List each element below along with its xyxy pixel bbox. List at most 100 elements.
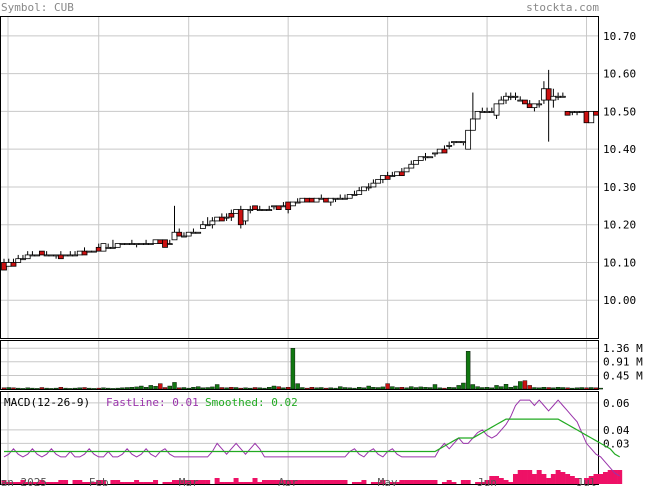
candle-body <box>351 194 358 196</box>
volume-bar <box>276 386 281 390</box>
candle-body <box>81 250 88 256</box>
macd-hist-bar <box>399 480 405 484</box>
volume-bar <box>418 386 423 390</box>
macd-hist-bar <box>494 476 500 484</box>
candle-body <box>105 246 112 249</box>
volume-bar <box>442 387 447 390</box>
volume-bar <box>285 387 291 390</box>
candle-body <box>574 111 580 113</box>
volume-bar <box>49 388 54 390</box>
volume-bar <box>238 387 244 390</box>
macd-hist-bar <box>598 474 604 484</box>
macd-hist-bar <box>375 482 381 484</box>
candle-body <box>512 95 519 98</box>
candle-body <box>86 250 93 253</box>
volume-bar <box>181 387 187 390</box>
macd-hist-bar <box>10 482 16 484</box>
volume-bar <box>423 387 428 390</box>
macd-hist-bar <box>446 480 452 484</box>
volume-bar <box>233 387 239 390</box>
x-axis-label: Apr <box>278 476 298 486</box>
macd-hist-bar <box>261 480 267 484</box>
macd-hist-bar <box>257 482 263 484</box>
candle-body <box>441 148 448 154</box>
macd-hist-bar <box>129 482 135 484</box>
volume-bar <box>541 387 547 390</box>
x-axis-label: Jun <box>477 476 497 486</box>
volume-bar <box>522 380 528 390</box>
macd-hist-bar <box>441 482 447 484</box>
volume-bar <box>139 385 144 390</box>
x-axis-label: Jul <box>577 476 597 486</box>
volume-bar <box>39 387 45 390</box>
macd-hist-bar <box>555 470 561 484</box>
volume-bar <box>584 387 589 390</box>
candle-body <box>375 178 382 184</box>
volume-bar <box>143 387 149 390</box>
volume-bar <box>281 387 286 390</box>
volume-bar <box>77 387 82 390</box>
candle-body <box>541 88 547 101</box>
volume-bar <box>243 387 248 390</box>
macd-hist-bar <box>243 482 249 484</box>
macd-hist-bar <box>186 480 192 484</box>
candle-body <box>342 197 348 200</box>
volume-bar <box>494 385 499 390</box>
candle-body <box>346 194 353 199</box>
candle-body <box>114 243 121 248</box>
macd-hist-bar <box>134 480 140 484</box>
volume-bar <box>598 387 603 390</box>
macd-hist-bar <box>96 480 102 484</box>
candle-body <box>110 246 116 249</box>
macd-hist-bar <box>574 478 580 484</box>
macd-hist-bar <box>612 470 618 484</box>
volume-bar <box>252 387 258 390</box>
volume-bar <box>446 387 452 390</box>
volume-bar <box>295 383 300 390</box>
candle-body <box>555 95 562 98</box>
candle-body <box>308 197 315 203</box>
macd-grid <box>1 392 598 484</box>
volume-bar <box>328 387 333 390</box>
volume-bar <box>63 387 68 390</box>
candle-body <box>228 212 235 218</box>
candle-body <box>185 231 192 237</box>
volume-bar <box>224 387 229 390</box>
volume-bar <box>323 387 329 390</box>
price-panel: 10.70 10.60 10.50 10.40 10.30 10.20 10.10 10.00 <box>0 16 636 339</box>
volume-bar <box>11 387 16 390</box>
volume-bar <box>210 386 215 390</box>
volume-bar <box>6 387 11 390</box>
volume-bar <box>380 386 386 390</box>
macd-hist-bar <box>460 480 466 484</box>
macd-hist-bar <box>328 480 334 484</box>
macd-hist-bar <box>29 482 35 484</box>
macd-hist-bar <box>418 480 424 484</box>
macd-hist-bar <box>20 480 26 484</box>
volume-bar <box>560 387 566 390</box>
price-tick-label: 10.40 <box>603 143 636 156</box>
volume-bar <box>371 387 376 390</box>
volume-bar <box>271 385 277 390</box>
macd-hist-bar <box>432 480 438 484</box>
candle-body <box>38 250 45 256</box>
macd-fast-line <box>3 399 620 477</box>
volume-bar <box>451 387 457 390</box>
candle-body <box>446 144 453 147</box>
candle-body <box>57 254 64 260</box>
x-axis-label: May <box>378 476 398 486</box>
macd-hist-bar <box>162 482 168 484</box>
volume-bar <box>205 387 210 390</box>
candle-body <box>256 209 263 212</box>
volume-bar <box>129 387 135 390</box>
macd-hist-bar <box>247 482 253 484</box>
macd-hist-bar <box>593 474 599 484</box>
candle-body <box>247 209 254 212</box>
candle-body <box>451 141 457 144</box>
macd-hist-bar <box>100 480 106 484</box>
candle-body <box>119 243 126 245</box>
macd-hist-bar <box>34 482 40 484</box>
macd-hist-bar <box>607 470 613 484</box>
candle-body <box>465 129 472 150</box>
volume-bar <box>101 387 106 390</box>
